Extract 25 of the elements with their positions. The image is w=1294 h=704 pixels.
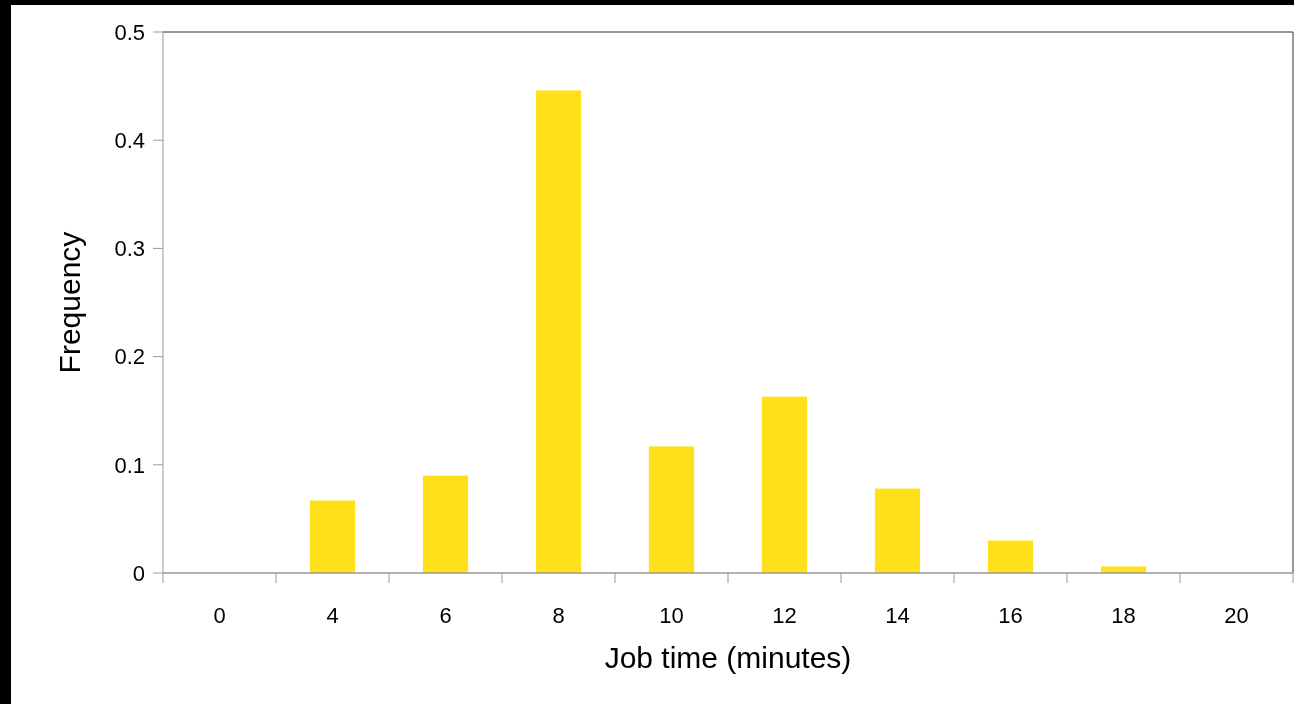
- bar: [874, 488, 921, 573]
- x-tick-label: 0: [213, 603, 226, 628]
- y-axis-title: Frequency: [53, 231, 86, 374]
- y-tick-label: 0.3: [114, 236, 145, 262]
- y-tick-label: 0.4: [114, 127, 145, 153]
- bar: [309, 500, 356, 573]
- y-tick-label: 0: [132, 560, 145, 586]
- x-tick-label: 12: [772, 603, 797, 628]
- x-tick-label: 10: [659, 603, 684, 628]
- x-tick-label: 14: [885, 603, 910, 628]
- x-tick-label: 18: [1111, 603, 1136, 628]
- x-tick-label: 6: [439, 603, 452, 628]
- x-tick-label: 16: [998, 603, 1023, 628]
- bar: [987, 540, 1034, 573]
- x-tick-label: 20: [1224, 603, 1249, 628]
- bar: [761, 396, 808, 573]
- y-tick-label: 0.1: [114, 452, 145, 478]
- y-tick-label: 0.2: [114, 344, 145, 370]
- bar: [648, 446, 695, 573]
- bar: [535, 90, 582, 573]
- x-tick-label: 8: [552, 603, 565, 628]
- y-tick-label: 0.5: [114, 19, 145, 45]
- bar: [422, 475, 469, 573]
- x-tick-label: 4: [326, 603, 339, 628]
- x-axis-title: Job time (minutes): [604, 641, 852, 674]
